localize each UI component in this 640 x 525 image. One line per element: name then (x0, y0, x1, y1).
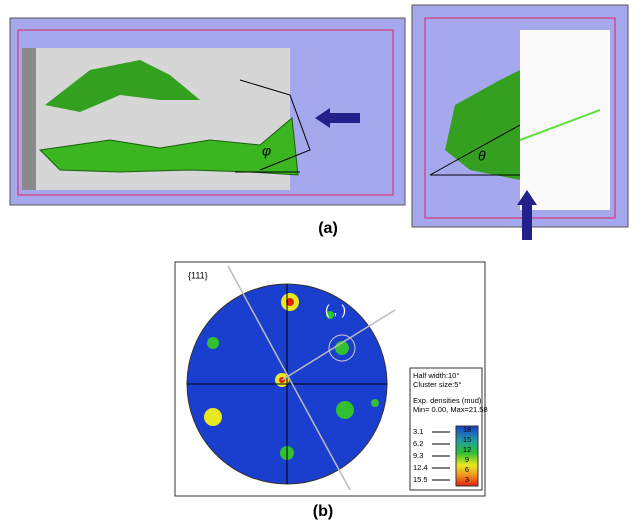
panel-label: (a) (318, 220, 338, 237)
colorbar-label: 6 (465, 465, 469, 474)
colorbar-label: 3 (465, 475, 469, 484)
colorbar-label: 9 (465, 455, 469, 464)
figure: φ θ (a) {111} ( , ) Half width:10° C (0, 0, 640, 525)
pole-figure-label: {111} (188, 270, 208, 280)
level-label: 12.4 (413, 463, 428, 472)
page: {"panel_a": {"label": "(a)", "angle_left… (0, 0, 640, 525)
colorbar-label: 15 (463, 435, 471, 444)
specimen-side (22, 48, 36, 190)
legend-text: Half width:10° (413, 371, 459, 380)
angle-label: φ (262, 143, 271, 159)
level-label: 9.3 (413, 451, 423, 460)
legend-text: Exp. densities (mud) (413, 396, 482, 405)
level-label: 3.1 (413, 427, 423, 436)
panel-a-right: θ (412, 5, 628, 240)
level-label: 15.5 (413, 475, 428, 484)
level-label: 6.2 (413, 439, 423, 448)
colorbar-label: 12 (463, 445, 471, 454)
legend-text: Cluster size:5° (413, 380, 461, 389)
panel-b: {111} ( , ) Half width:10° Cluster size:… (175, 262, 488, 496)
annotation: ( , ) (325, 302, 346, 318)
panel-label: (b) (313, 503, 333, 520)
angle-label: θ (478, 148, 486, 164)
colorbar-label: 18 (463, 425, 471, 434)
specimen (520, 30, 610, 210)
legend-text: Min= 0.00, Max=21.58 (413, 405, 488, 414)
panel-a-left: φ (10, 18, 405, 205)
